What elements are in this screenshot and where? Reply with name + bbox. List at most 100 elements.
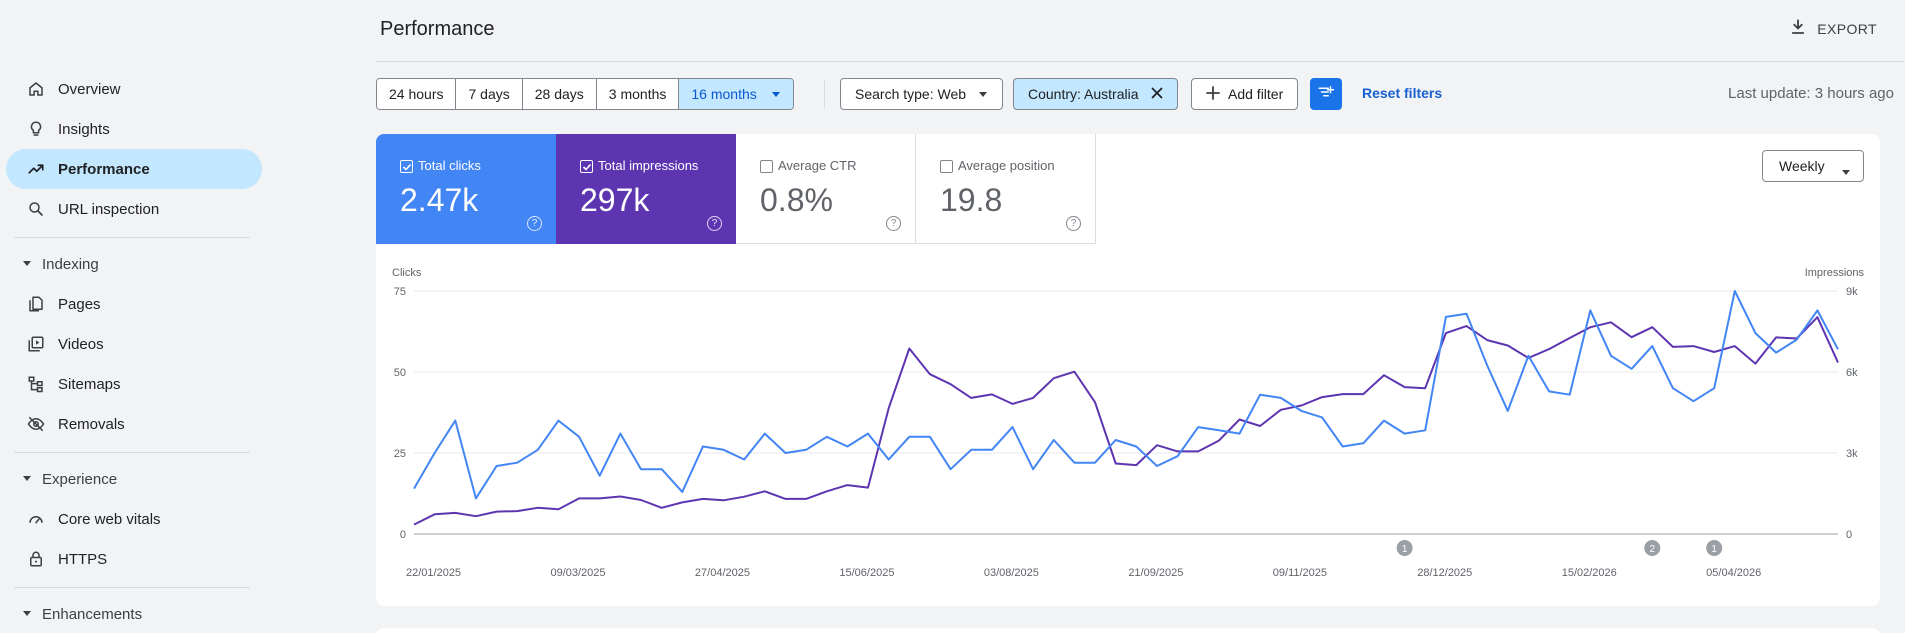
metric-value: 0.8% <box>760 182 833 218</box>
sidebar: Overview Insights Performance URL inspec… <box>0 0 262 633</box>
metric-average-ctr[interactable]: Average CTR 0.8% ? <box>736 134 916 244</box>
performance-chart: 0 25 50 75 0 3k 6k 9k Clicks Impressions 22/01/202… <box>392 267 1865 579</box>
x-tick-label: 09/11/2025 <box>1273 567 1327 579</box>
x-tick-label: 22/01/2025 <box>406 567 461 579</box>
help-icon[interactable]: ? <box>707 216 722 231</box>
checkbox-checked-icon[interactable] <box>580 160 593 173</box>
sidebar-item-performance[interactable]: Performance <box>6 149 262 189</box>
reset-filters-link[interactable]: Reset filters <box>1362 85 1443 101</box>
sidebar-section-indexing[interactable]: Indexing <box>22 252 99 276</box>
lock-icon <box>26 549 46 569</box>
right-tick-label: 6k <box>1846 367 1858 379</box>
metric-average-position[interactable]: Average position 19.8 ? <box>916 134 1096 244</box>
sidebar-item-sitemaps[interactable]: Sitemaps <box>6 364 262 404</box>
performance-card: 0 25 50 75 0 3k 6k 9k Clicks Impressions 22/01/202… <box>376 134 1880 606</box>
sidebar-item-https[interactable]: HTTPS <box>6 539 262 579</box>
caret-down-icon <box>22 255 32 273</box>
trending-up-icon <box>26 159 46 179</box>
annotation-label: 2 <box>1649 544 1655 555</box>
section-label: Experience <box>42 470 118 488</box>
metric-label: Average CTR <box>778 158 857 173</box>
right-tick-label: 0 <box>1846 529 1852 541</box>
export-label: EXPORT <box>1817 20 1877 37</box>
caret-down-icon <box>978 86 988 102</box>
granularity-dropdown[interactable]: Weekly <box>1762 150 1864 182</box>
annotation-label: 1 <box>1711 544 1717 555</box>
annotation-marker <box>1396 540 1413 556</box>
gauge-icon <box>26 509 46 529</box>
search-type-label: Search type: Web <box>855 86 967 102</box>
next-card <box>376 628 1880 633</box>
help-icon[interactable]: ? <box>1066 216 1081 231</box>
page-title: Performance <box>380 18 495 40</box>
range-28-days[interactable]: 28 days <box>522 79 597 109</box>
country-filter-chip[interactable]: Country: Australia <box>1013 78 1178 110</box>
sidebar-item-label: URL inspection <box>58 200 160 218</box>
left-tick-label: 25 <box>394 448 406 460</box>
sidebar-item-label: Videos <box>58 335 104 353</box>
series-line-clicks <box>413 290 1839 500</box>
checkbox-checked-icon[interactable] <box>400 160 413 173</box>
checkbox-unchecked-icon[interactable] <box>940 160 953 173</box>
sidebar-divider <box>14 587 250 588</box>
video-icon <box>26 334 46 354</box>
series-line-impressions <box>413 316 1839 526</box>
x-tick-label: 05/04/2026 <box>1706 567 1761 579</box>
add-filter-label: Add filter <box>1228 86 1284 102</box>
metric-value: 297k <box>580 182 650 218</box>
left-tick-label: 0 <box>400 529 406 541</box>
sidebar-item-removals[interactable]: Removals <box>6 404 262 444</box>
filter-settings-button[interactable] <box>1310 78 1342 110</box>
metric-value: 19.8 <box>940 182 1003 218</box>
range-16-months[interactable]: 16 months <box>679 79 793 109</box>
range-label: 16 months <box>691 86 757 102</box>
section-label: Enhancements <box>42 605 143 623</box>
sidebar-item-pages[interactable]: Pages <box>6 284 262 324</box>
caret-down-icon <box>22 470 32 488</box>
range-7-days[interactable]: 7 days <box>456 79 523 109</box>
metric-total-clicks[interactable]: Total clicks 2.47k ? <box>376 134 556 244</box>
help-icon[interactable]: ? <box>886 216 901 231</box>
sidebar-item-overview[interactable]: Overview <box>6 69 262 109</box>
sidebar-item-label: Sitemaps <box>58 375 121 393</box>
sidebar-item-label: Overview <box>58 80 121 98</box>
add-filter-button[interactable]: Add filter <box>1191 78 1299 110</box>
search-icon <box>26 199 46 219</box>
sidebar-item-core-web-vitals[interactable]: Core web vitals <box>6 499 262 539</box>
left-tick-label: 50 <box>394 367 406 379</box>
caret-down-icon <box>771 86 781 102</box>
sidebar-item-label: Insights <box>58 120 110 138</box>
section-label: Indexing <box>42 255 99 273</box>
metric-value: 2.47k <box>400 182 479 218</box>
x-tick-label: 28/12/2025 <box>1417 567 1472 579</box>
search-type-filter[interactable]: Search type: Web <box>840 78 1004 110</box>
sidebar-section-experience[interactable]: Experience <box>22 467 117 491</box>
right-tick-label: 3k <box>1846 448 1858 460</box>
sidebar-item-label: Pages <box>58 295 101 313</box>
metric-total-impressions[interactable]: Total impressions 297k ? <box>556 134 736 244</box>
caret-down-icon <box>22 605 32 623</box>
last-update-text: Last update: 3 hours ago <box>1728 85 1894 102</box>
sidebar-item-insights[interactable]: Insights <box>6 109 262 149</box>
annotation-label: 1 <box>1402 544 1408 555</box>
annotation-marker <box>1644 540 1661 556</box>
export-button[interactable]: EXPORT <box>1789 18 1877 39</box>
help-icon[interactable]: ? <box>527 216 542 231</box>
right-tick-label: 9k <box>1846 286 1858 298</box>
range-24-hours[interactable]: 24 hours <box>377 79 457 109</box>
sidebar-item-url-inspection[interactable]: URL inspection <box>6 189 262 229</box>
x-tick-label: 21/09/2025 <box>1128 567 1183 579</box>
sitemap-icon <box>26 374 46 394</box>
sidebar-item-videos[interactable]: Videos <box>6 324 262 364</box>
sidebar-divider <box>14 452 250 453</box>
granularity-label: Weekly <box>1779 158 1825 174</box>
checkbox-unchecked-icon[interactable] <box>760 160 773 173</box>
close-icon[interactable] <box>1151 86 1163 102</box>
range-3-months[interactable]: 3 months <box>596 79 680 109</box>
metric-label: Total clicks <box>418 158 481 173</box>
header-divider <box>376 61 1905 62</box>
sidebar-section-enhancements[interactable]: Enhancements <box>22 602 142 626</box>
metric-label: Average position <box>958 158 1055 173</box>
sidebar-divider <box>14 237 250 238</box>
home-icon <box>26 79 46 99</box>
